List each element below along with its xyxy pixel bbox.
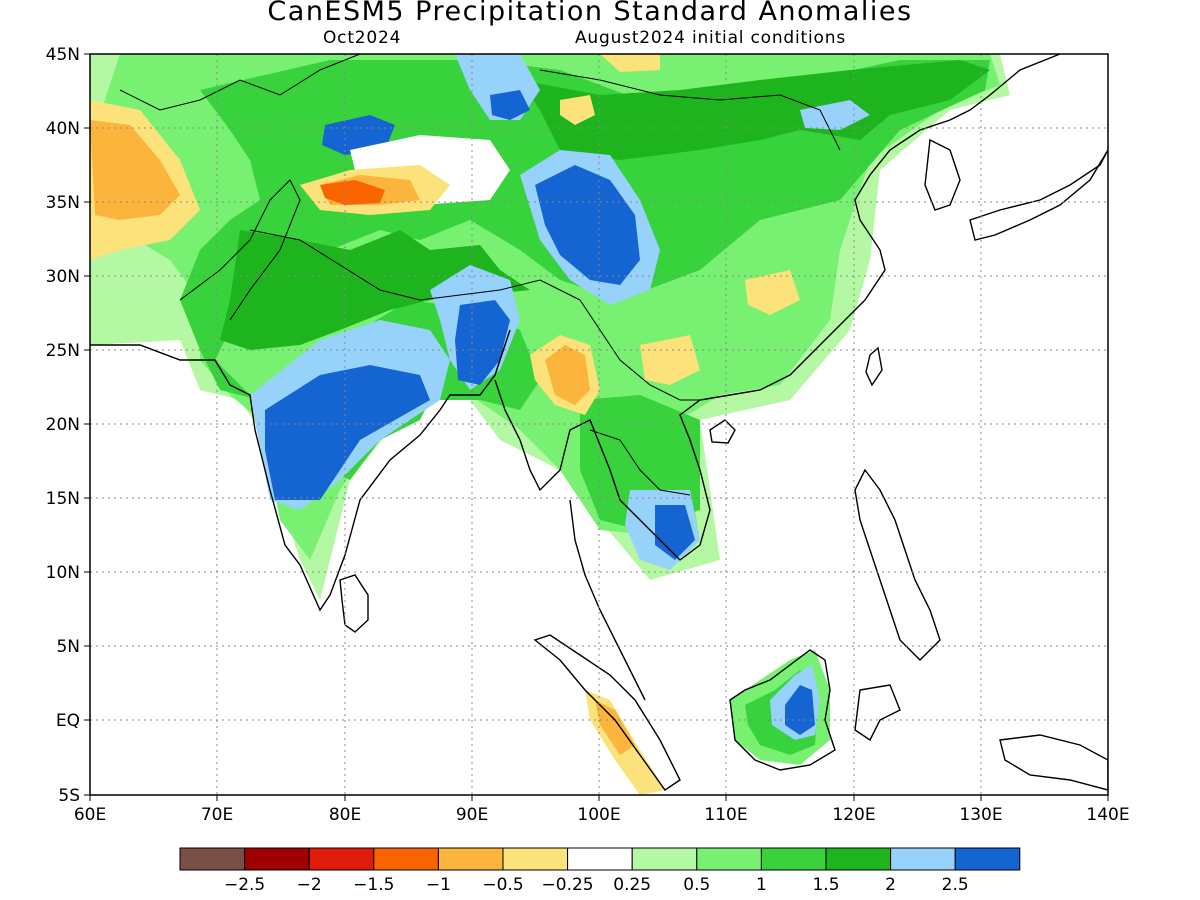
coast-india [90,329,511,612]
field-yellow-north [600,54,660,72]
coast-sumatra [533,634,681,791]
lat-label-5n: 5N [56,637,80,657]
lat-label-30n: 30N [46,267,80,287]
lat-label-25n: 25N [46,341,80,361]
colorbar-swatch [502,847,569,871]
colorbar-label: 0.25 [613,875,651,895]
colorbar-label: −0.5 [482,875,523,895]
coast-indochina [494,54,1061,561]
colorbar-label: −1 [426,875,451,895]
lon-label-60: 60E [74,805,106,825]
coast-hainan [709,419,736,444]
coastlines [90,54,1108,791]
colorbar-swatch [696,847,762,871]
field-dark-blue-bangladesh [455,300,510,385]
map-area [90,54,1108,795]
colorbar-label: 1.5 [812,875,839,895]
field-dark-blue-borneo [785,685,815,735]
field-yellow-south-china [640,335,700,385]
field-dark-green [220,230,530,350]
lon-label-120: 120E [832,805,875,825]
colorbar-swatch [890,847,956,871]
colorbar-label: 1 [756,875,767,895]
border-mongolia [539,69,841,151]
field-orange-myanmar [545,345,590,405]
anomaly-field [90,54,1010,795]
colorbar-label: −0.25 [542,875,594,895]
lon-label-80: 80E [329,805,361,825]
colorbar-swatch [567,847,633,871]
coast-taiwan [865,346,883,387]
country-borders [119,54,841,496]
field-dark-blue-tibet [535,165,640,285]
axis-ticks [84,53,1109,801]
field-dark-blue-india [265,365,430,500]
lon-labels: 60E 70E 80E 90E 100E 110E 120E 130E 140E [74,805,1130,825]
lon-label-140: 140E [1086,805,1129,825]
border-central-asia [119,54,361,111]
coast-sulawesi [854,684,901,742]
initial-conditions: August2024 initial conditions [575,28,846,48]
lon-label-70: 70E [201,805,233,825]
field-deep-orange-kashmir [320,180,385,205]
colorbar-swatch [954,847,1021,871]
field-yellow-east-china [745,270,800,315]
lon-label-110: 110E [704,805,747,825]
coast-korea [924,138,961,211]
colorbar-swatch [179,847,246,871]
coast-malaysia [569,499,646,701]
colorbar-swatch [244,847,310,871]
field-light-blue-mongolia [800,100,870,130]
coast-new-guinea [999,734,1108,791]
field-dark-green-north [520,60,990,160]
field-dark-blue-north-2 [490,90,530,120]
colorbar-swatch [373,847,439,871]
lat-label-40n: 40N [46,119,80,139]
coast-philippines [854,468,941,661]
field-orange-sumatra [595,700,635,755]
lon-label-90: 90E [456,805,488,825]
field-orange-iran [90,120,180,220]
lat-label-20n: 20N [46,415,80,435]
forecast-month: Oct2024 [323,28,402,48]
colorbar-label: −2 [297,875,322,895]
colorbar-swatch [760,847,827,871]
border-thailand [589,429,691,496]
lon-label-100: 100E [577,805,620,825]
field-dark-blue-cambodia [655,505,695,560]
coast-borneo [729,649,836,771]
colorbar-label: 2 [885,875,896,895]
colorbar-swatch [631,847,698,871]
map-title: CanESM5 Precipitation Standard Anomalies [267,0,913,27]
colorbar-label: 2.5 [942,875,969,895]
colorbar-swatch [308,847,375,871]
lon-label-130: 130E [959,805,1002,825]
lat-label-45n: 45N [46,45,80,65]
lat-labels: 45N 40N 35N 30N 25N 20N 15N 10N 5N EQ 5S [46,45,80,806]
colorbar: −2.5 −2 −1.5 −1 −0.5 −0.25 0.25 0.5 1 1.5 2 2.5 [179,847,1021,895]
colorbar-label: 0.5 [683,875,710,895]
coast-srilanka [339,574,369,633]
field-yellow-mongolia [560,95,595,125]
colorbar-label: −2.5 [224,875,265,895]
lat-label-15n: 15N [46,489,80,509]
lat-label-10n: 10N [46,563,80,583]
colorbar-swatch [825,847,892,871]
lat-label-eq: EQ [56,711,80,731]
lat-label-5s: 5S [58,786,80,806]
gridlines [90,54,1108,795]
lat-label-35n: 35N [46,193,80,213]
border-china-south [579,299,700,401]
border-pakistan [179,179,301,321]
border-himalaya [249,229,581,301]
colorbar-label: −1.5 [353,875,394,895]
colorbar-swatch [437,847,504,871]
